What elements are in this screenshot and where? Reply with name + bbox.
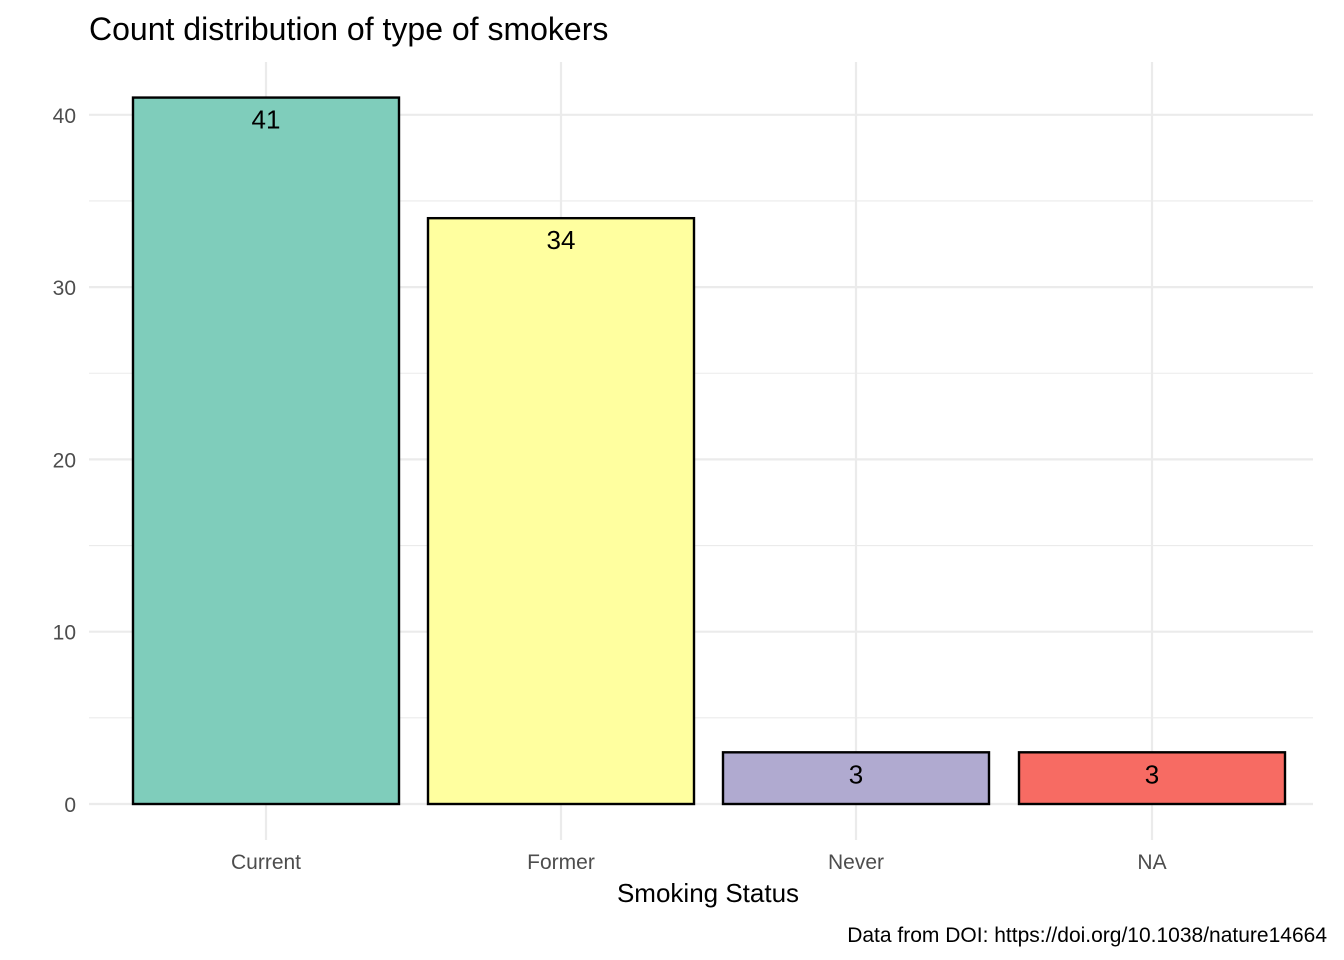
- y-tick-label: 40: [53, 105, 76, 128]
- bar-current: [131, 96, 401, 806]
- chart-caption: Data from DOI: https://doi.org/10.1038/n…: [847, 924, 1327, 947]
- x-tick-label: NA: [1137, 851, 1166, 874]
- bar-former: [426, 216, 696, 806]
- bar-never: [721, 751, 991, 806]
- bar-data-label: 3: [1145, 759, 1159, 789]
- x-axis: Current Former Never NA: [231, 851, 1167, 874]
- x-tick-label: Never: [828, 851, 884, 874]
- bars-layer: [131, 96, 1287, 806]
- y-tick-label: 10: [53, 622, 76, 645]
- y-axis: 0 10 20 30 40: [53, 105, 76, 817]
- y-tick-label: 20: [53, 449, 76, 472]
- chart-title: Count distribution of type of smokers: [89, 11, 608, 47]
- x-axis-title: Smoking Status: [617, 878, 799, 908]
- labels-layer: 41 34 3 3: [252, 105, 1160, 790]
- bar-na: [1017, 751, 1287, 806]
- x-tick-label: Current: [231, 851, 301, 874]
- x-tick-label: Former: [527, 851, 595, 874]
- bar-data-label: 34: [547, 225, 576, 255]
- y-tick-label: 30: [53, 277, 76, 300]
- bar-data-label: 3: [849, 759, 863, 789]
- y-tick-label: 0: [64, 794, 76, 817]
- bar-data-label: 41: [252, 105, 281, 135]
